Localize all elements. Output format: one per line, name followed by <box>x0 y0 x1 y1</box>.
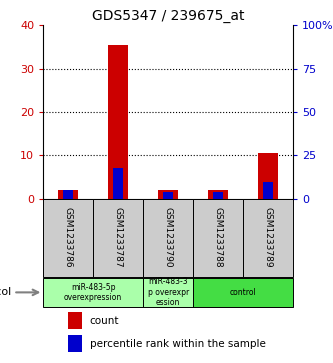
Bar <box>58 190 78 199</box>
Text: count: count <box>90 316 119 326</box>
Bar <box>93 199 143 277</box>
Text: control: control <box>230 288 256 297</box>
Bar <box>163 192 173 199</box>
Bar <box>108 45 128 199</box>
Bar <box>68 312 82 329</box>
Bar <box>143 278 193 307</box>
Text: GSM1233786: GSM1233786 <box>64 207 73 268</box>
Text: GSM1233788: GSM1233788 <box>213 207 223 268</box>
Text: miR-483-3
p overexpr
ession: miR-483-3 p overexpr ession <box>148 277 189 307</box>
Bar <box>43 199 93 277</box>
Bar <box>213 192 223 199</box>
Bar <box>68 335 82 352</box>
Text: GSM1233789: GSM1233789 <box>263 207 273 268</box>
Bar <box>43 278 143 307</box>
Bar <box>258 153 278 199</box>
Bar <box>158 190 178 199</box>
Text: percentile rank within the sample: percentile rank within the sample <box>90 339 266 348</box>
Title: GDS5347 / 239675_at: GDS5347 / 239675_at <box>92 9 244 23</box>
Bar <box>113 167 123 199</box>
Bar <box>243 199 293 277</box>
Text: miR-483-5p
overexpression: miR-483-5p overexpression <box>64 283 122 302</box>
Bar <box>263 182 273 199</box>
Bar <box>193 199 243 277</box>
Text: GSM1233787: GSM1233787 <box>114 207 123 268</box>
Bar <box>208 190 228 199</box>
Bar <box>143 199 193 277</box>
Bar <box>63 190 73 199</box>
Text: GSM1233790: GSM1233790 <box>164 207 173 268</box>
Bar <box>193 278 293 307</box>
Text: protocol: protocol <box>0 287 11 297</box>
